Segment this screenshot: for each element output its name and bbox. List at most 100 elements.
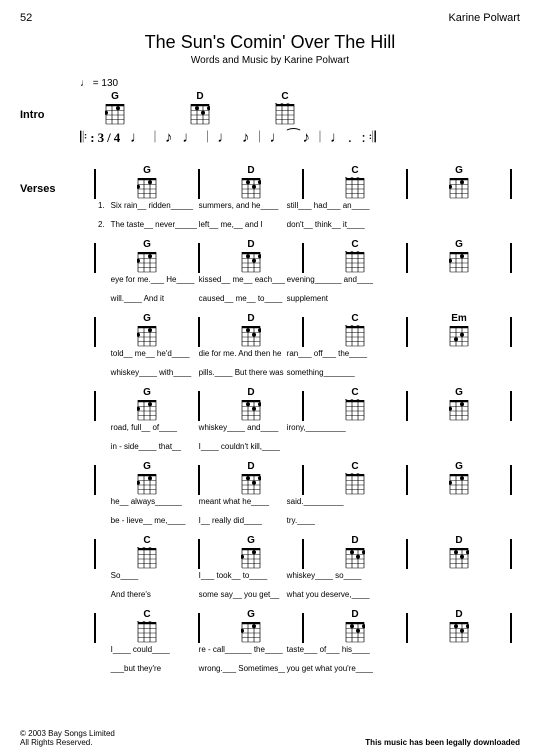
barline (406, 465, 408, 495)
lyric-line: 0.he__ always______meant what he____said… (98, 497, 520, 506)
chord-diagram-d: D (449, 535, 469, 569)
lyric-cell: evening______ and____ (285, 275, 373, 284)
chord-diagram-g: G (137, 165, 157, 199)
chord-line: GDCG (90, 461, 520, 495)
chord-diagram-d: D (241, 313, 261, 347)
lyric-cell: said._________ (285, 497, 373, 506)
lyric-cell: don't__ think__ it____ (285, 220, 373, 229)
barline (302, 243, 304, 273)
barline (94, 317, 96, 347)
lyric-cell: be - lieve__ me,____ (109, 516, 197, 525)
lyric-cell: So____ (109, 571, 197, 580)
chord-line: GDCG (90, 239, 520, 273)
lyric-cell: something_______ (285, 368, 373, 377)
barline (510, 539, 512, 569)
chord-diagram-g: G (137, 387, 157, 421)
barline (406, 391, 408, 421)
lyric-cell: I___ took__ to____ (197, 571, 285, 580)
lyric-cell: told__ me__ he'd____ (109, 349, 197, 358)
chord-diagram-c: C (345, 165, 365, 199)
lyric-cell: some say__ you get__ (197, 590, 285, 599)
lyric-line: 0.I____ could____re - call______ the____… (98, 645, 520, 654)
lyric-cell (373, 590, 461, 599)
barline (510, 169, 512, 199)
lyric-cell (373, 294, 461, 303)
chord-diagram-g: G (105, 91, 125, 125)
lyric-cell: summers, and he____ (197, 201, 285, 210)
lyric-cell: kissed__ me__ each____ (197, 275, 285, 284)
lyric-line: 0.eye for me.___ He____kissed__ me__ eac… (98, 275, 520, 284)
barline (406, 169, 408, 199)
lyric-cell: will.____ And it (109, 294, 197, 303)
lyric-cell: still___ had___ an____ (285, 201, 373, 210)
lyric-cell: left__ me,__ and I (197, 220, 285, 229)
lyric-cell (373, 368, 461, 377)
lyric-cell (373, 664, 461, 673)
chord-diagram-c: C (137, 609, 157, 643)
barline (406, 539, 408, 569)
lyric-cell: And there's (109, 590, 197, 599)
verse-number: 2. (98, 220, 105, 229)
verses-container: GDCG1.Six rain__ ridden_____summers, and… (20, 165, 520, 673)
lyric-line: 2. The taste__ never_____left__ me,__ and… (98, 220, 520, 229)
rights: All Rights Reserved. (20, 738, 115, 747)
tempo-marking: ♩ = 130 (80, 78, 520, 89)
barline (302, 169, 304, 199)
chord-diagram-g: G (449, 387, 469, 421)
lyric-cell (285, 442, 373, 451)
barline (302, 613, 304, 643)
barline (198, 539, 200, 569)
lyric-cell (373, 349, 461, 358)
barline (510, 613, 512, 643)
chord-diagram-c: C (345, 387, 365, 421)
chord-diagram-d: D (345, 535, 365, 569)
barline (198, 317, 200, 347)
barline (198, 391, 200, 421)
lyric-cell (373, 442, 461, 451)
chord-diagram-g: G (137, 239, 157, 273)
lyric-cell: in - side____ that__ (109, 442, 197, 451)
barline (510, 317, 512, 347)
lyric-cell (373, 201, 461, 210)
lyric-cell: taste___ of___ his____ (285, 645, 373, 654)
chord-diagram-g: G (241, 535, 261, 569)
chord-diagram-d: D (241, 387, 261, 421)
song-subtitle: Words and Music by Karine Polwart (20, 55, 520, 66)
lyric-cell: supplement (285, 294, 373, 303)
lyric-cell: The taste__ never_____ (109, 220, 197, 229)
song-title: The Sun's Comin' Over The Hill (20, 32, 520, 53)
lyric-line: 0.whiskey____ with____pills.____ But the… (98, 368, 520, 377)
barline (198, 169, 200, 199)
lyric-cell: die for me. And then he (197, 349, 285, 358)
lyric-cell: what you deserve,____ (285, 590, 373, 599)
chord-diagram-d: D (241, 239, 261, 273)
barline (302, 539, 304, 569)
chord-diagram-g: G (449, 165, 469, 199)
lyric-cell: eye for me.___ He____ (109, 275, 197, 284)
chord-line: CGDD (90, 535, 520, 569)
lyric-cell: he__ always______ (109, 497, 197, 506)
lyric-cell: caused__ me__ to____ (197, 294, 285, 303)
lyric-line: 0. So____I___ took__ to____whiskey____ s… (98, 571, 520, 580)
chord-line: GDCG (90, 165, 520, 199)
lyric-cell: road, full__ of____ (109, 423, 197, 432)
lyric-cell: whiskey____ so____ (285, 571, 373, 580)
lyric-cell: pills.____ But there was (197, 368, 285, 377)
barline (94, 465, 96, 495)
chord-diagram-c: C (345, 239, 365, 273)
lyric-cell (373, 275, 461, 284)
barline (302, 317, 304, 347)
barline (510, 465, 512, 495)
chord-diagram-c: C (345, 461, 365, 495)
chord-diagram-d: D (241, 461, 261, 495)
lyric-cell: try.____ (285, 516, 373, 525)
lyric-cell (373, 497, 461, 506)
chord-line: GDCEm (90, 313, 520, 347)
chord-diagram-em: Em (449, 313, 469, 347)
barline (302, 391, 304, 421)
lyric-cell: Six rain__ ridden_____ (109, 201, 197, 210)
barline (198, 613, 200, 643)
lyric-line: 0.in - side____ that__I____ couldn't kil… (98, 442, 520, 451)
lyric-line: 0.will.____ And itcaused__ me__ to____su… (98, 294, 520, 303)
barline (94, 539, 96, 569)
